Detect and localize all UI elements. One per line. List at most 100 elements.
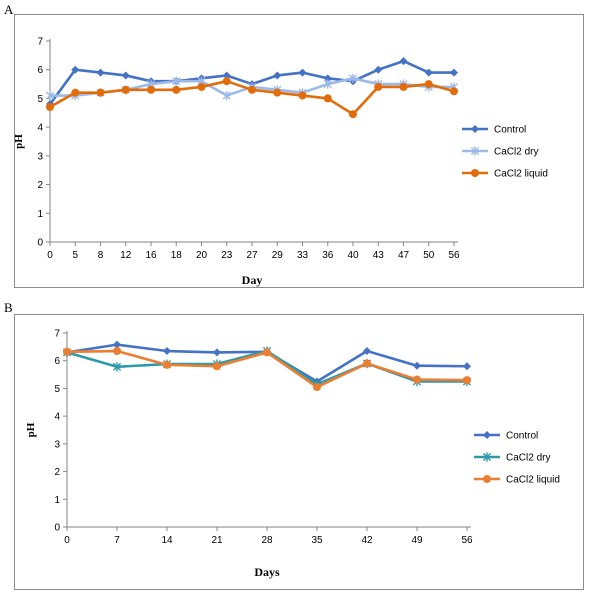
data-point [399,82,408,91]
x-tick-label: 29 [272,250,284,261]
data-point [413,361,421,370]
y-tick-label: 3 [37,151,43,162]
legend-marker [471,169,479,177]
data-point [163,360,171,369]
y-tick-label: 4 [54,412,60,423]
y-tick-label: 7 [54,329,60,340]
data-point [399,57,408,66]
data-point [374,82,383,91]
data-point [374,65,383,74]
data-point [323,74,332,83]
x-tick-label: 7 [114,535,120,546]
x-tick-label: 0 [47,250,53,261]
x-tick-label: 12 [120,250,132,261]
data-point [222,90,231,101]
data-point [463,376,471,385]
legend-entry: CaCl2 liquid [474,475,560,486]
data-point [248,85,256,94]
x-tick-label: 14 [161,535,173,546]
data-point [46,103,54,112]
data-point [424,68,433,77]
x-tick-label: 56 [448,250,460,261]
legend-label: Control [494,125,526,136]
x-tick-label: 42 [361,535,373,546]
data-point [45,90,55,101]
data-point [96,68,105,77]
data-point [172,76,181,86]
data-point [323,79,332,89]
x-tick-label: 35 [311,535,323,546]
x-tick-label: 21 [211,535,223,546]
y-tick-label: 0 [37,238,43,249]
legend-marker [470,146,480,156]
legend-marker [471,125,479,133]
x-tick-label: 5 [72,250,78,261]
y-tick-label: 6 [54,356,60,367]
legend-label: CaCl2 liquid [506,475,560,486]
data-point [363,359,371,368]
y-tick-label: 4 [37,123,43,134]
data-point [263,348,271,357]
series-2 [63,347,471,392]
y-axis-title: pH [13,134,25,149]
data-point [450,87,458,96]
x-tick-label: 49 [411,535,423,546]
x-tick-label: 23 [221,250,233,261]
y-tick-label: 6 [37,65,43,76]
y-tick-label: 5 [54,384,60,395]
x-tick-label: 16 [145,250,157,261]
data-point [424,80,433,89]
legend-entry: CaCl2 dry [462,146,538,158]
x-tick-label: 56 [461,535,473,546]
x-tick-label: 40 [347,250,359,261]
x-tick-label: 50 [423,250,435,261]
legend-entry: CaCl2 liquid [462,169,548,180]
data-point [273,71,282,80]
data-point [163,347,171,356]
data-point [121,71,130,80]
data-point [450,68,458,77]
y-tick-label: 2 [37,180,43,191]
x-axis-title: Days [254,565,280,579]
data-point [197,82,206,91]
data-point [298,91,307,100]
legend-entry: Control [474,431,538,442]
y-tick-label: 7 [37,37,43,48]
panel-b-letter: B [4,300,13,315]
data-point [463,362,471,371]
data-point [348,73,358,83]
legend-label: Control [506,431,538,442]
legend-entry: CaCl2 dry [474,452,550,464]
data-point [413,375,421,384]
data-point [313,383,321,392]
x-tick-label: 47 [398,250,410,261]
data-point [113,347,121,356]
data-point [147,85,155,94]
x-tick-label: 8 [98,250,104,261]
legend-marker [482,452,492,462]
data-point [71,88,80,97]
series-2 [46,77,458,119]
legend-label: CaCl2 dry [506,453,550,464]
data-point [113,340,121,349]
y-tick-label: 0 [54,523,60,534]
data-point [112,362,122,372]
data-point [222,77,231,86]
legend-label: CaCl2 liquid [494,169,548,180]
series-line [66,349,468,389]
legend-marker [483,431,491,439]
x-tick-label: 43 [373,250,385,261]
y-tick-label: 1 [54,495,60,506]
x-tick-label: 27 [246,250,258,261]
y-axis-title: pH [25,422,37,437]
x-tick-label: 0 [64,535,70,546]
legend-marker [483,475,491,483]
data-point [63,347,71,356]
x-tick-label: 36 [322,250,334,261]
y-tick-label: 3 [54,439,60,450]
data-point [298,68,307,77]
x-tick-label: 20 [196,250,208,261]
data-point [222,71,231,80]
